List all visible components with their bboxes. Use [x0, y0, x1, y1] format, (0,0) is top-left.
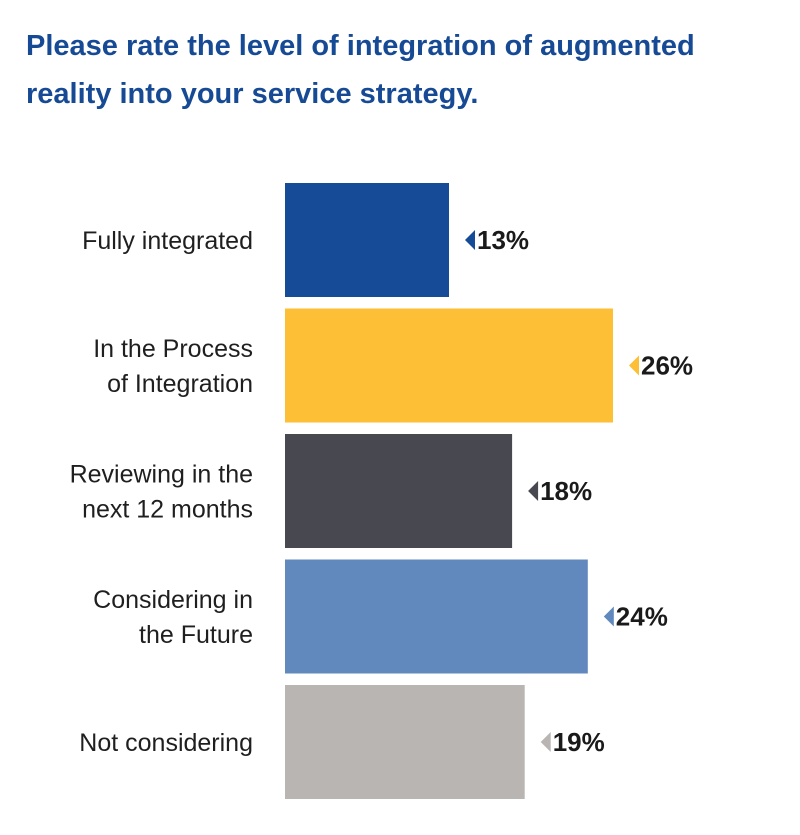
category-label-line: Considering in [93, 586, 253, 614]
value-pointer-icon [465, 230, 475, 250]
value-pointer-icon [629, 355, 639, 376]
value-label: 19% [553, 727, 605, 757]
value-label: 13% [477, 225, 529, 255]
bar [285, 434, 513, 548]
value-pointer-icon [603, 606, 614, 627]
category-label: Not considering [79, 729, 253, 757]
value-label: 18% [540, 476, 592, 506]
category-label-line: Not considering [79, 729, 253, 757]
bars-group: Fully integrated 13% In the Process of Inte… [70, 183, 693, 799]
category-label-line: the Future [139, 621, 253, 649]
value-pointer-icon [528, 481, 539, 501]
value-label: 24% [616, 602, 668, 632]
category-label: In the Process of Integration [93, 335, 253, 398]
category-label-line: next 12 months [82, 496, 253, 524]
bar [285, 559, 588, 674]
value-pointer-icon [540, 732, 551, 752]
value-label: 26% [641, 351, 693, 381]
category-label-line: of Integration [107, 370, 253, 398]
category-label: Fully integrated [82, 227, 253, 255]
chart-title: Please rate the level of integration of … [26, 30, 695, 110]
category-label: Reviewing in the next 12 months [70, 461, 253, 524]
bar [285, 308, 613, 423]
bar [285, 183, 449, 297]
bar [285, 685, 525, 799]
category-label: Considering in the Future [93, 586, 253, 649]
category-label-line: Reviewing in the [70, 461, 253, 489]
category-label-line: Fully integrated [82, 227, 253, 255]
category-label-line: In the Process [93, 335, 253, 363]
